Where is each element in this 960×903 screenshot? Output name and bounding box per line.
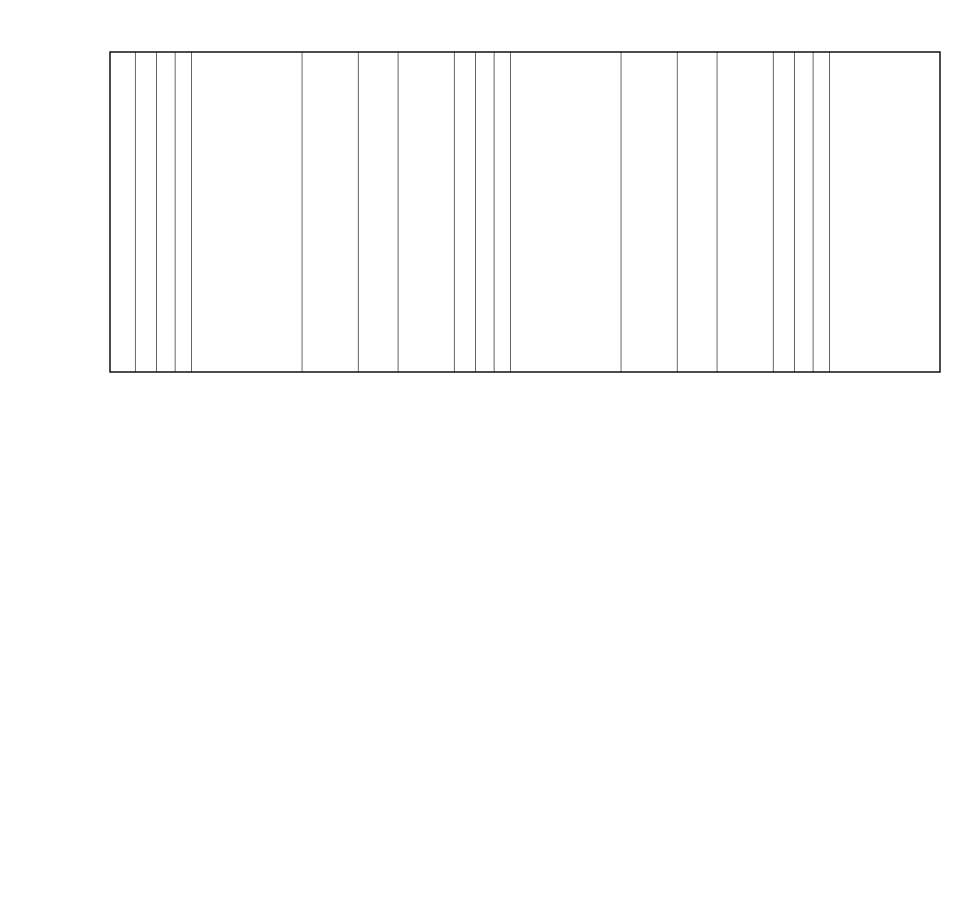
charts-svg <box>0 0 960 903</box>
plot-border <box>110 52 940 372</box>
page <box>0 0 960 903</box>
